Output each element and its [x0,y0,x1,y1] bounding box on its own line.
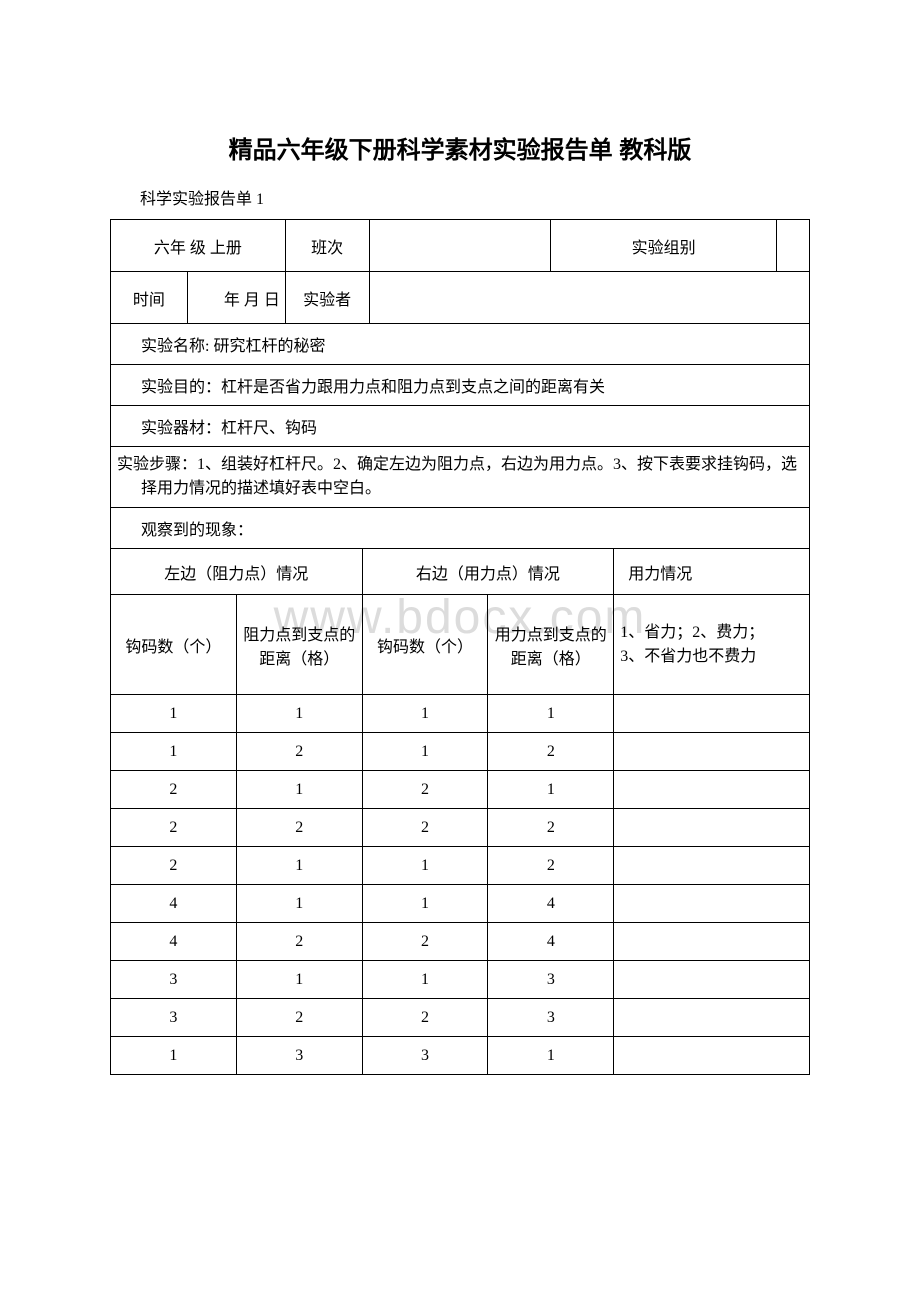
left-situation-label: 左边（阻力点）情况 [111,549,363,595]
experimenter-value [369,272,809,324]
exp-purpose: 实验目的：杠杆是否省力跟用力点和阻力点到支点之间的距离有关 [111,365,810,406]
cell: 2 [111,809,237,847]
cell: 2 [488,847,614,885]
data-header-row-2: 钩码数（个） 阻力点到支点的距离（格） 钩码数（个） 用力点到支点的距离（格） … [111,595,810,695]
grade-cell: 六年 级 上册 [111,220,286,272]
class-value [369,220,551,272]
cell [614,847,810,885]
cell: 1 [488,695,614,733]
cell: 2 [236,809,362,847]
cell: 1 [362,885,488,923]
cell: 1 [236,961,362,999]
cell: 3 [111,999,237,1037]
table-row: 1 2 1 2 [111,733,810,771]
exp-observation: 观察到的现象： [111,508,810,549]
table-row: 4 2 2 4 [111,923,810,961]
cell: 2 [111,847,237,885]
report-subtitle: 科学实验报告单 1 [140,185,810,209]
experiment-table: 六年 级 上册 班次 实验组别 时间 年 月 日 实验者 实验名称: 研究杠杆的… [110,219,810,1075]
cell: 4 [111,885,237,923]
cell: 2 [236,999,362,1037]
cell [614,733,810,771]
group-label: 实验组别 [551,220,777,272]
resist-dist-header: 阻力点到支点的距离（格） [236,595,362,695]
force-situation-label: 用力情况 [614,549,810,595]
cell: 3 [111,961,237,999]
force-dist-header: 用力点到支点的距离（格） [488,595,614,695]
table-row: 2 2 2 2 [111,809,810,847]
cell: 1 [362,847,488,885]
cell: 1 [236,847,362,885]
cell [614,885,810,923]
cell [614,923,810,961]
cell: 2 [362,923,488,961]
exp-steps: 实验步骤：1、组装好杠杆尺。2、确定左边为阻力点，右边为用力点。3、按下表要求挂… [111,447,810,508]
exp-purpose-row: 实验目的：杠杆是否省力跟用力点和阻力点到支点之间的距离有关 [111,365,810,406]
cell: 1 [236,885,362,923]
cell: 3 [488,999,614,1037]
table-row: 3 2 2 3 [111,999,810,1037]
cell: 1 [111,1037,237,1075]
cell [614,961,810,999]
cell: 1 [362,733,488,771]
header-row-1: 六年 级 上册 班次 实验组别 [111,220,810,272]
cell: 1 [111,733,237,771]
cell: 3 [488,961,614,999]
exp-name: 实验名称: 研究杠杆的秘密 [111,324,810,365]
hook-count-left-header: 钩码数（个） [111,595,237,695]
cell [614,809,810,847]
cell: 1 [236,771,362,809]
experimenter-label: 实验者 [285,272,369,324]
cell: 2 [236,733,362,771]
cell: 2 [488,733,614,771]
cell: 1 [111,695,237,733]
cell: 2 [362,809,488,847]
cell: 1 [488,771,614,809]
force-desc-header: 1、省力；2、费力； 3、不省力也不费力 [614,595,810,695]
cell: 1 [362,961,488,999]
right-situation-label: 右边（用力点）情况 [362,549,614,595]
table-row: 3 1 1 3 [111,961,810,999]
exp-name-row: 实验名称: 研究杠杆的秘密 [111,324,810,365]
table-row: 2 1 1 2 [111,847,810,885]
time-value: 年 月 日 [187,272,285,324]
hook-count-right-header: 钩码数（个） [362,595,488,695]
cell: 4 [488,923,614,961]
group-value [777,220,810,272]
table-row: 4 1 1 4 [111,885,810,923]
exp-observation-row: 观察到的现象： [111,508,810,549]
cell [614,999,810,1037]
cell: 2 [362,771,488,809]
cell: 4 [111,923,237,961]
cell [614,1037,810,1075]
cell: 2 [488,809,614,847]
exp-equipment: 实验器材：杠杆尺、钩码 [111,406,810,447]
cell [614,771,810,809]
cell: 2 [362,999,488,1037]
table-row: 2 1 2 1 [111,771,810,809]
cell [614,695,810,733]
cell: 2 [236,923,362,961]
class-label: 班次 [285,220,369,272]
exp-steps-row: 实验步骤：1、组装好杠杆尺。2、确定左边为阻力点，右边为用力点。3、按下表要求挂… [111,447,810,508]
table-row: 1 3 3 1 [111,1037,810,1075]
header-row-2: 时间 年 月 日 实验者 [111,272,810,324]
exp-equipment-row: 实验器材：杠杆尺、钩码 [111,406,810,447]
cell: 1 [362,695,488,733]
cell: 3 [236,1037,362,1075]
cell: 4 [488,885,614,923]
table-row: 1 1 1 1 [111,695,810,733]
document-title: 精品六年级下册科学素材实验报告单 教科版 [110,130,810,165]
cell: 3 [362,1037,488,1075]
cell: 2 [111,771,237,809]
cell: 1 [488,1037,614,1075]
cell: 1 [236,695,362,733]
data-header-row-1: 左边（阻力点）情况 右边（用力点）情况 用力情况 [111,549,810,595]
time-label: 时间 [111,272,188,324]
page-container: 精品六年级下册科学素材实验报告单 教科版 科学实验报告单 1 六年 级 上册 班… [0,0,920,1075]
